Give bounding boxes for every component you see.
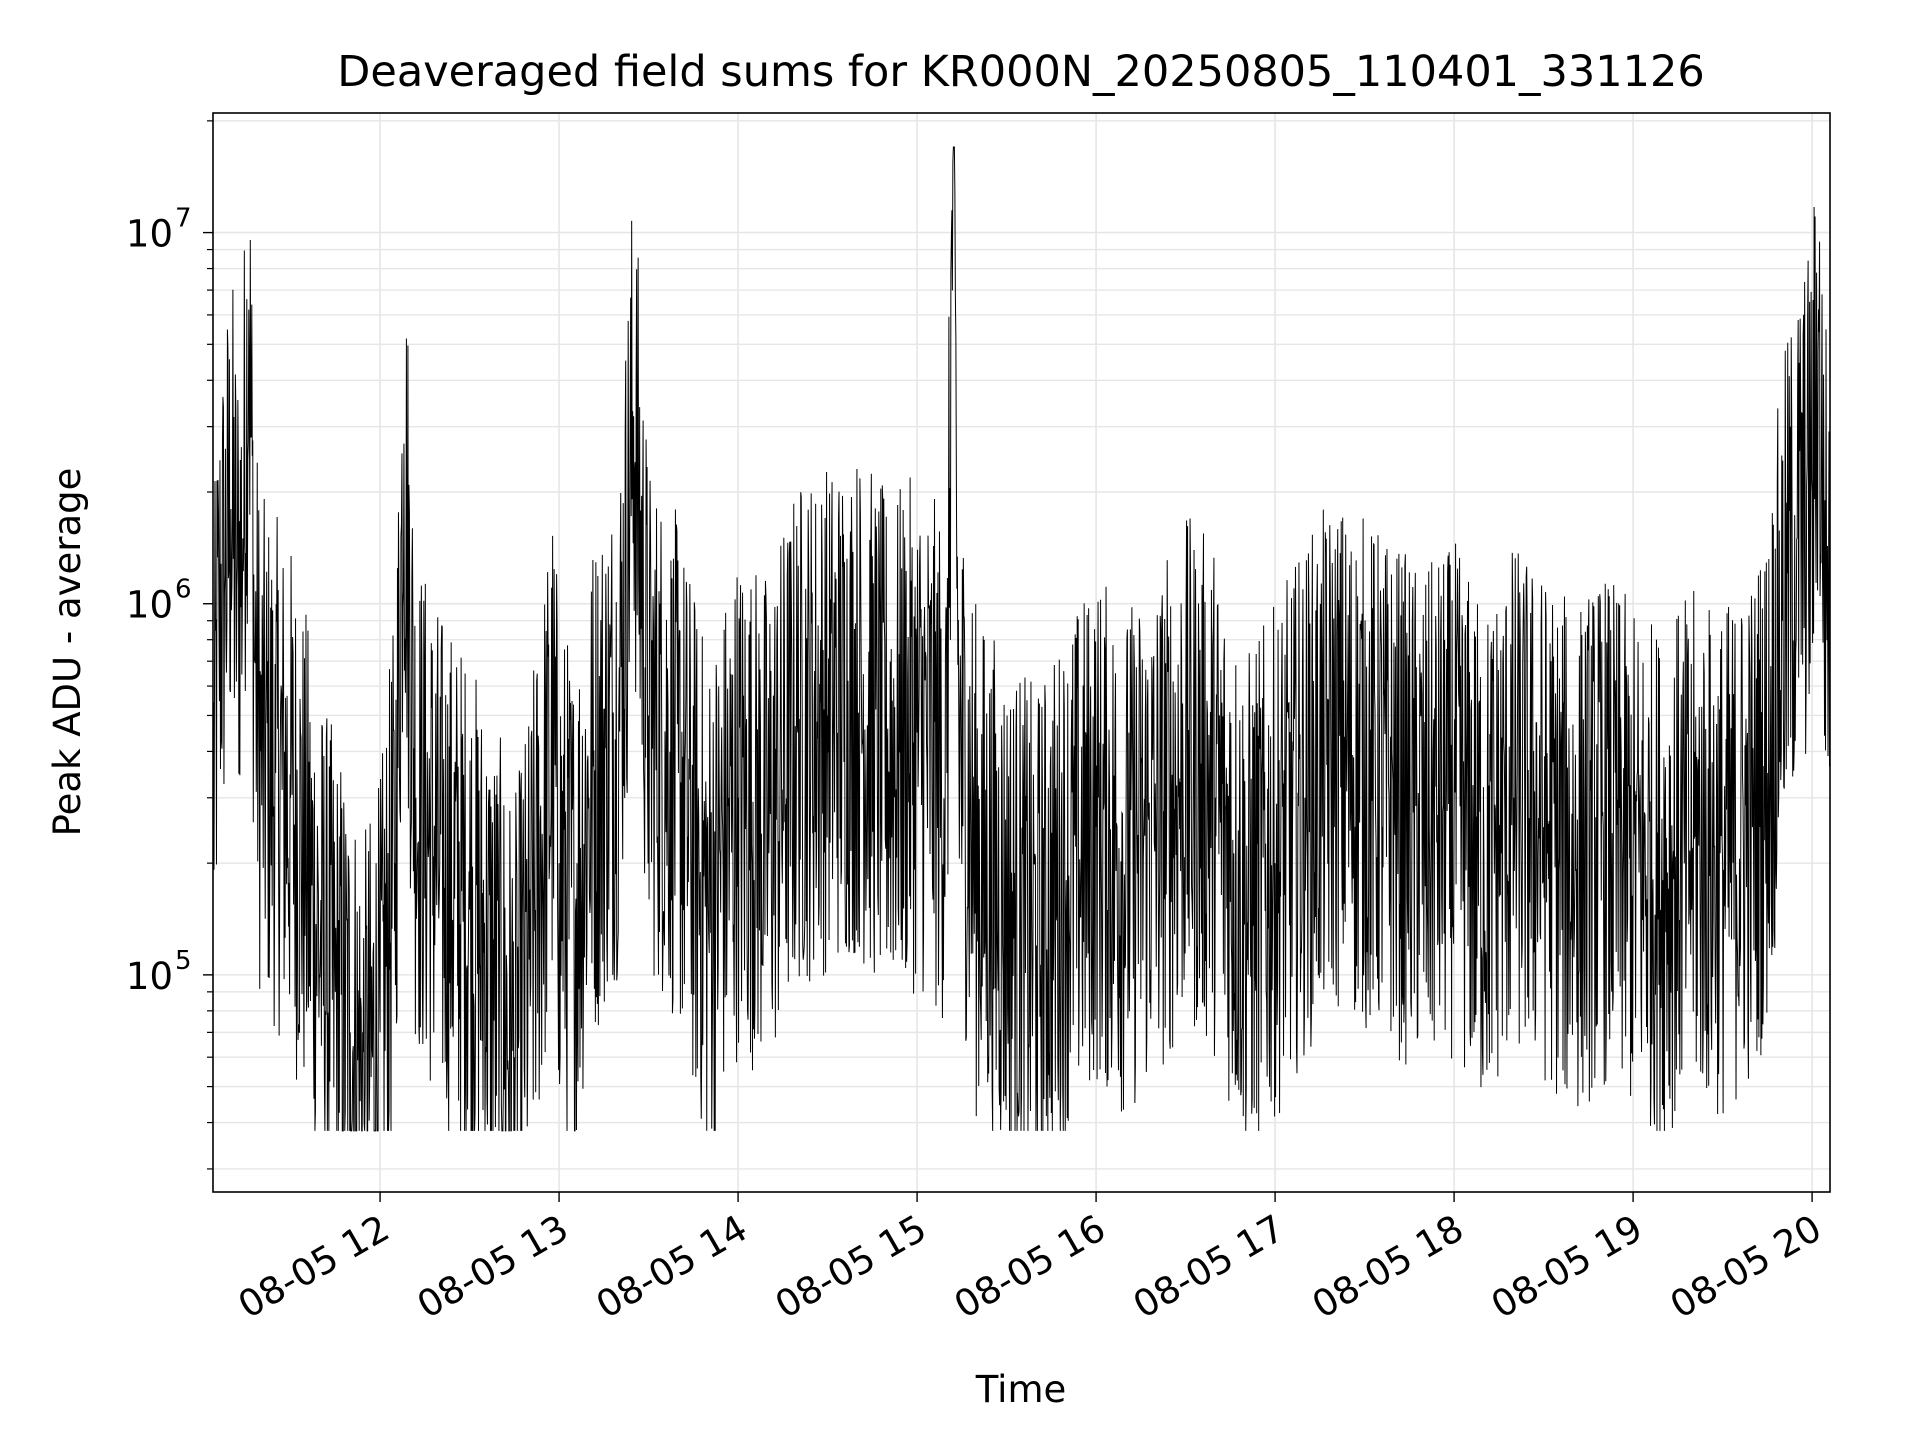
plot-area — [212, 146, 1831, 1132]
y-tick-label: 10 — [126, 955, 173, 998]
y-tick-exponent: 7 — [175, 204, 192, 234]
axes-frame — [212, 112, 1831, 1193]
y-tick-exponent: 6 — [175, 575, 192, 605]
y-tick-label: 10 — [126, 584, 173, 627]
series-line — [212, 146, 1831, 1132]
x-axis-label: Time — [975, 1368, 1067, 1411]
y-tick-exponent: 5 — [175, 946, 192, 976]
y-tick-label: 10 — [126, 213, 173, 256]
chart-title: Deaveraged field sums for KR000N_2025080… — [337, 47, 1704, 97]
y-axis-label: Peak ADU - average — [46, 468, 89, 837]
